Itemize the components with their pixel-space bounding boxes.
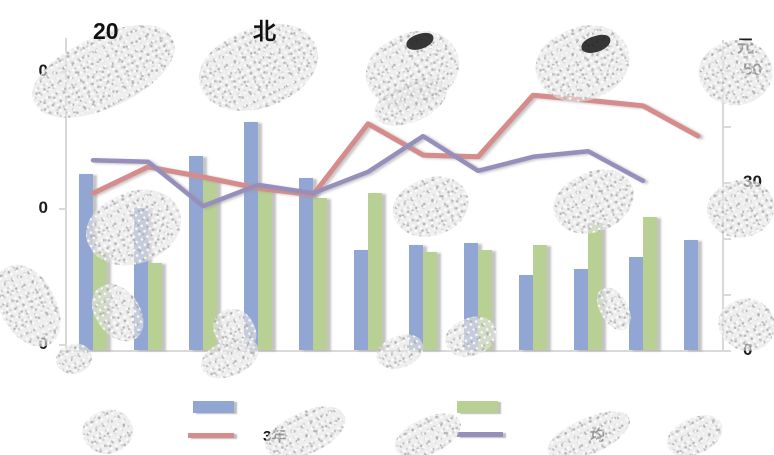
watermark-blob [384,164,478,250]
right-axis-unit-label: 元 [737,37,754,56]
blue-bar-5 [299,178,313,350]
right-axis-tick [722,350,731,352]
watermark-blob [75,400,141,455]
green-bar-9 [533,244,547,350]
right-axis-line [722,40,724,352]
blue-bar-7 [409,244,423,350]
left-axis-tick-label: 0 [38,198,48,217]
left-axis-tick-label: 0 [38,61,48,80]
green-bar-7 [423,252,437,350]
right-axis-tick [722,238,731,240]
right-axis-tick [722,294,731,296]
right-axis-tick [722,126,731,128]
right-axis-tick-label: 0 [743,340,753,359]
blue-bar-1 [79,174,93,350]
blue-bar-12 [684,240,698,350]
x-axis-line [60,350,730,352]
green-bar-3 [203,178,217,350]
title-fragment [404,30,436,53]
green-bar-1 [93,252,107,350]
blue-bar-3 [189,156,203,350]
blue-bar-11 [629,257,643,350]
left-axis-tick [59,208,67,210]
legend-label-3: 3年 [263,428,287,445]
left-axis-line [65,38,67,352]
watermark-blob [368,66,454,138]
green-bar-4 [258,188,272,350]
title-fragment: 北 [253,18,276,44]
legend-swatch-4 [457,432,503,437]
right-axis-tick-label: 50 [743,60,762,79]
left-axis-tick [59,71,67,73]
legend-swatch-1 [193,401,234,413]
title-fragment [579,32,613,56]
green-bar-10 [588,222,602,350]
green-bar-8 [478,249,492,350]
watermark-blob [660,406,730,455]
right-axis-tick [722,182,731,184]
legend-swatch-2 [457,401,498,413]
green-bar-5 [313,198,327,350]
watermark-blob [524,9,642,119]
watermark-blob [698,168,774,250]
blue-bar-6 [354,249,368,350]
blue-bar-10 [574,268,588,350]
green-bar-2 [148,263,162,350]
green-bar-6 [368,193,382,350]
legend-label-4: 均 [590,427,606,444]
watermark-blob [258,394,353,455]
red-line-series [90,92,701,198]
green-bar-11 [643,216,657,350]
right-axis-tick-label: 30 [743,172,762,191]
title-fragment: 20 [93,18,119,44]
left-axis-tick-label: 0 [38,334,48,353]
blue-bar-2 [134,207,148,350]
blue-bar-9 [519,274,533,350]
watermark-blob [353,14,473,126]
watermark-blob [388,403,468,455]
legend-swatch-3 [188,433,234,438]
right-axis-tick [722,70,731,72]
watermark-blob [541,400,637,455]
blue-bar-4 [244,122,258,350]
left-axis-tick [59,344,67,346]
blue-bar-8 [464,243,478,350]
